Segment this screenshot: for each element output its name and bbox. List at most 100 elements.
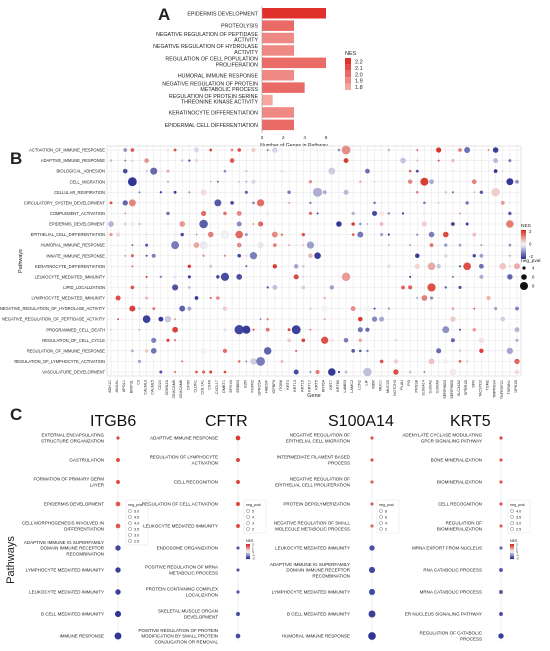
pathway-label: IMMUNE RESPONSE [59,634,104,639]
size-legend-dot [379,515,383,519]
dot [359,222,362,226]
column-label: IGFBP3 [272,380,276,394]
category-label: KERATINOCYTE DIFFERENTIATION [169,110,258,116]
dot [451,169,455,173]
dot [414,263,420,270]
dot [251,147,256,153]
dot [273,296,276,300]
size-legend-title: neg_pval [521,258,540,264]
size-legend-tick: 6 [532,275,535,280]
row-label: CELLULAR_RESPIRATION [54,190,105,195]
dot [478,263,484,269]
legend-gradient-step [246,556,250,558]
dot [159,370,163,374]
dot [229,158,235,163]
dot [365,168,370,174]
dot [444,253,448,258]
size-legend-title: neg_pval [510,503,525,507]
legend-gradient-step [510,551,514,554]
legend-gradient-step [521,242,526,245]
dot [188,191,191,194]
category-label: PROLIFERATION [216,62,258,68]
dot [200,189,207,196]
dot [429,179,434,185]
dot [222,306,228,311]
dot [193,242,200,248]
dot [416,296,419,300]
dot [366,349,369,353]
pathway-label: REGULATION OF LYMPHOCYTE [150,455,218,460]
dot [479,348,484,354]
dot [351,211,355,216]
dot [288,244,291,247]
column-label: TSPAN1 [507,380,511,395]
row-label: REGULATION_OF_LYMPHOCYTE_ACTIVATION [14,359,105,364]
legend-gradient-step [510,550,514,552]
legend-gradient-step [521,244,526,247]
dot [436,348,442,354]
dot [368,588,376,596]
size-legend-dot [128,533,132,537]
dot [380,201,383,204]
dot [465,201,469,205]
size-legend-dot [128,521,132,525]
legend-tick: 1.9 [355,79,363,85]
dot [428,231,435,238]
dot [266,286,269,289]
dot [145,275,148,278]
dot [473,191,476,194]
dot [159,285,163,290]
row-label: NEGATIVE_REGULATION_OF_HYDROLASE_ACTIVIT… [0,306,105,311]
dot [329,285,334,290]
row-label: VASCULATURE_DEVELOPMENT [42,370,105,375]
dot [394,339,398,342]
size-legend-dot [379,527,383,531]
dot [252,223,255,225]
dot [209,297,212,299]
pathway-label: RNA CATABOLIC PROCESS [423,568,482,573]
legend-gradient-step [521,233,526,236]
dot [514,358,520,365]
dot [171,241,180,250]
size-legend-dot [510,521,514,525]
dot [272,147,278,153]
bar [262,94,273,106]
dot [328,368,336,376]
legend-title: NES [246,539,254,543]
dot [370,480,374,484]
row-label: LIPID_LOCALIZATION [63,285,105,290]
dot [256,199,265,207]
pathway-label: GPCR SIGNALING PATHWAY [421,439,482,444]
dot [173,233,177,236]
size-legend-tick: 8 [532,284,535,289]
dot [116,458,120,462]
legend-gradient-step [521,249,526,252]
dot [465,359,469,363]
dot [359,307,362,310]
pathway-label: MRNA CATABOLIC PROCESS [420,590,482,595]
legend-gradient-step [521,257,526,259]
dot [366,223,369,225]
dot [312,187,323,197]
dot [138,222,141,226]
legend-gradient-step [246,544,250,546]
dot [408,169,412,173]
dot [244,190,248,194]
dot [508,265,512,268]
category-label: ACTIVITY [234,50,258,56]
dot [436,147,442,153]
category-label: ACTIVITY [234,38,258,44]
column-label: NOTCH3 [393,380,397,396]
dot [343,189,349,195]
dot [442,326,450,334]
dot [194,158,199,163]
legend-tick: -1 [252,553,255,557]
row-label: EPIDERMIS_DEVELOPMENT [49,222,105,227]
dot [179,221,186,227]
dot [258,221,264,227]
dot [450,316,456,322]
dot [235,633,241,639]
dot [138,307,141,310]
dot [344,370,348,374]
column-label: PI3 [407,380,411,386]
